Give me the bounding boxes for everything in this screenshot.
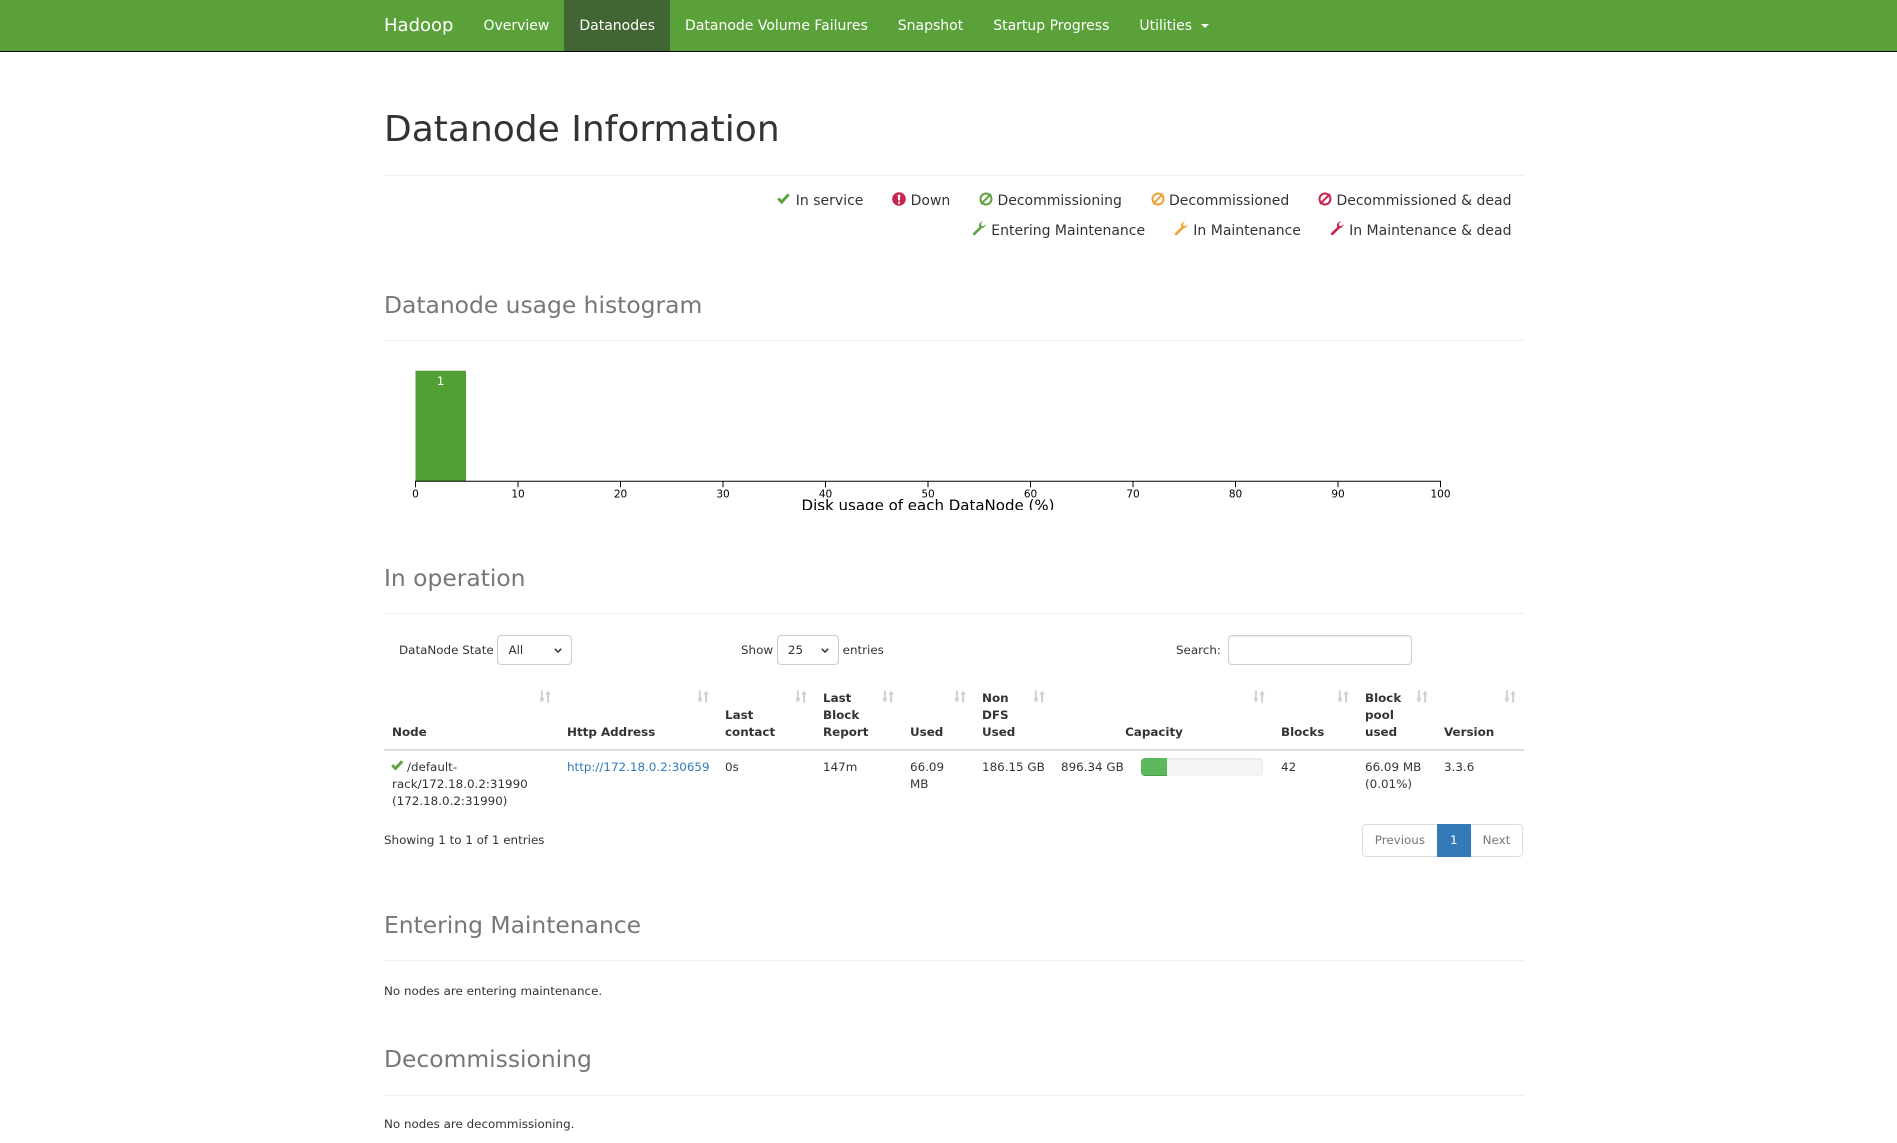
svg-text:30: 30 xyxy=(716,489,729,501)
svg-text:20: 20 xyxy=(614,489,627,501)
svg-text:100: 100 xyxy=(1430,489,1450,501)
svg-text:70: 70 xyxy=(1126,489,1139,501)
svg-text:90: 90 xyxy=(1331,489,1344,501)
svg-text:0: 0 xyxy=(412,489,419,501)
svg-text:10: 10 xyxy=(511,489,524,501)
svg-text:1: 1 xyxy=(437,374,445,388)
svg-text:50: 50 xyxy=(921,489,934,501)
svg-text:40: 40 xyxy=(819,489,832,501)
svg-text:80: 80 xyxy=(1229,489,1242,501)
svg-text:Disk usage of each DataNode (%: Disk usage of each DataNode (%) xyxy=(802,497,1055,511)
svg-text:60: 60 xyxy=(1024,489,1037,501)
